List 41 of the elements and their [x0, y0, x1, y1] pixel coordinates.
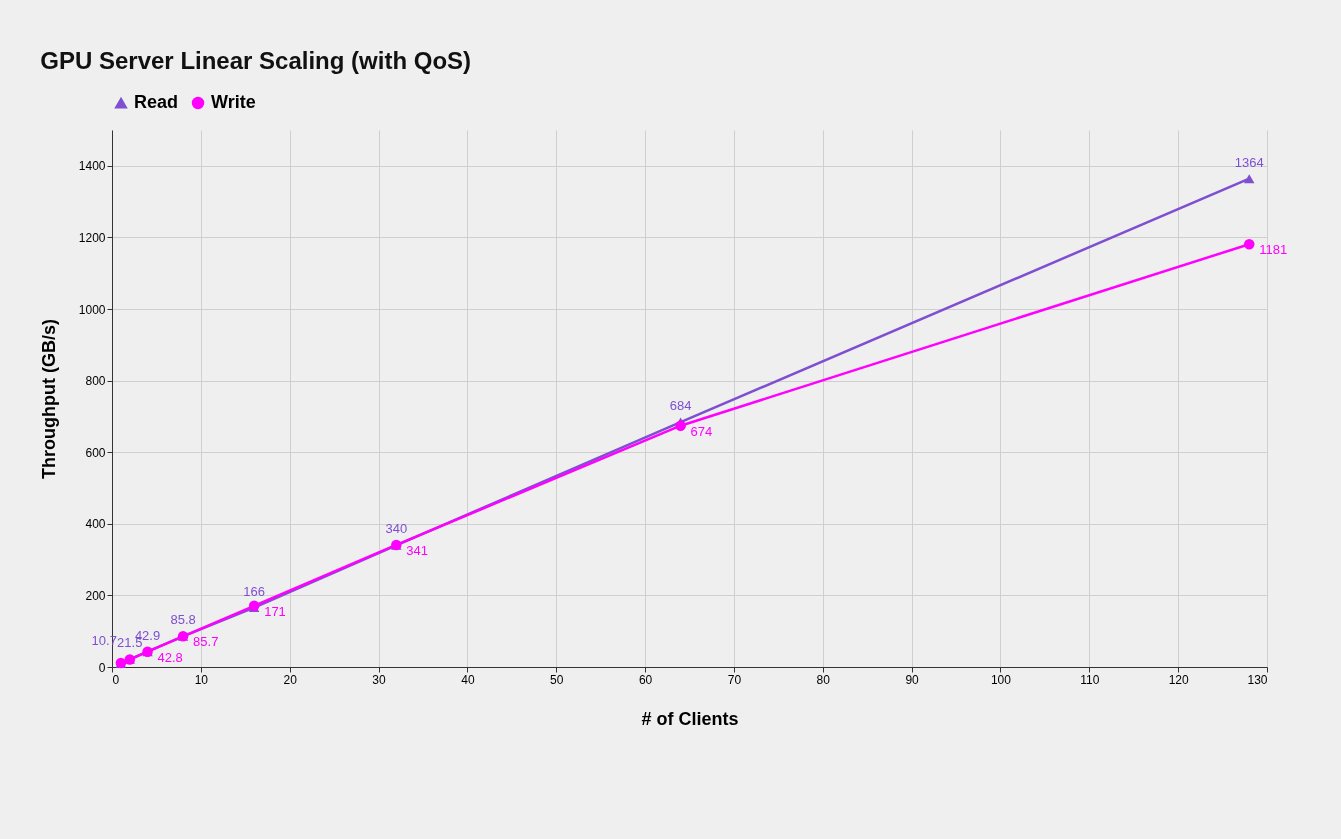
- x-tick-label: 80: [816, 672, 831, 687]
- legend-label: Read: [134, 92, 179, 112]
- y-tick-label: 1400: [78, 159, 106, 174]
- x-tick-label: 90: [905, 672, 920, 687]
- x-tick-label: 50: [550, 672, 564, 687]
- x-tick-label: 30: [372, 672, 387, 687]
- y-tick-label: 400: [85, 517, 106, 532]
- data-label: 1181: [1259, 242, 1288, 258]
- x-tick-label: 100: [990, 672, 1012, 687]
- y-axis-title: Throughput (GB/s): [38, 319, 59, 479]
- data-label: 1364: [1234, 154, 1264, 170]
- data-label: 171: [264, 603, 286, 619]
- x-tick-label: 120: [1168, 672, 1189, 687]
- y-tick-label: 0: [98, 660, 106, 675]
- x-tick-label: 70: [727, 672, 742, 687]
- y-tick-label: 600: [85, 445, 106, 460]
- data-label: 85.8: [170, 612, 196, 628]
- y-tick-label: 800: [85, 374, 106, 389]
- y-tick-label: 1200: [78, 230, 106, 245]
- data-label: 684: [669, 398, 692, 414]
- y-tick-label: 200: [85, 588, 106, 603]
- chart-title: GPU Server Linear Scaling (with QoS): [40, 47, 472, 74]
- x-tick-label: 0: [112, 672, 120, 687]
- data-label: 340: [385, 521, 408, 537]
- x-axis-title: # of Clients: [641, 708, 739, 729]
- x-tick-label: 20: [283, 672, 298, 687]
- point: [1243, 238, 1255, 250]
- point: [675, 420, 686, 431]
- y-tick-label: 1000: [78, 302, 106, 317]
- legend-label: Write: [211, 92, 256, 112]
- x-tick-label: 110: [1080, 672, 1100, 687]
- point: [1243, 174, 1255, 184]
- x-tick-label: 40: [461, 672, 475, 687]
- data-label: 166: [243, 583, 266, 599]
- data-label: 341: [406, 542, 429, 558]
- data-label: 42.8: [157, 649, 183, 665]
- x-tick-label: 130: [1247, 672, 1268, 687]
- x-tick-label: 10: [194, 672, 209, 687]
- x-tick-label: 60: [638, 672, 653, 687]
- data-label: 674: [690, 423, 713, 439]
- data-label: 85.7: [193, 634, 219, 650]
